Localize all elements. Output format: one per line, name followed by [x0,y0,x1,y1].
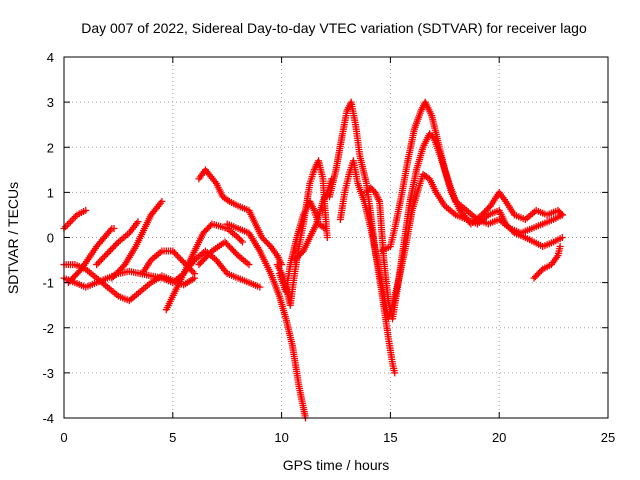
data-point [177,255,185,263]
series-track-1 [60,206,90,232]
y-tick-label: -3 [42,366,54,381]
series-track-13 [273,157,331,309]
data-point [100,253,108,261]
data-point [63,221,71,229]
data-point [233,250,241,258]
series-track-4 [64,224,118,287]
data-point [391,369,399,377]
x-tick-label: 25 [601,430,615,445]
data-point [65,219,73,227]
data-point [537,267,545,275]
data-point [170,249,178,257]
data-point [99,254,107,262]
data-point [113,240,121,248]
data-point [97,256,105,264]
data-point [256,283,264,291]
x-tick-label: 0 [60,430,67,445]
y-tick-label: 1 [47,185,54,200]
x-axis-label: GPS time / hours [283,457,390,473]
series-track-5 [93,218,142,269]
y-tick-label: -1 [42,276,54,291]
data-point [558,211,566,219]
series-track-11 [223,220,310,422]
series-track-9 [195,238,253,269]
data-point [108,244,116,252]
data-point [175,253,183,261]
x-tick-label: 5 [169,430,176,445]
series-track-14 [291,175,336,264]
y-tick-label: -4 [42,411,54,426]
series-track-17 [362,130,566,323]
data-point [189,268,197,276]
data-point [96,257,104,265]
data-point [134,218,142,226]
chart-title: Day 007 of 2022, Sidereal Day-to-day VTE… [81,20,587,36]
data-points [60,98,566,422]
data-point [158,197,166,205]
x-tick-label: 20 [492,430,506,445]
data-point [62,223,70,231]
x-tick-label: 15 [383,430,397,445]
data-point [106,226,114,234]
data-point [245,261,253,269]
y-tick-label: 2 [47,140,54,155]
data-point [237,237,245,245]
data-point [557,209,565,217]
series-track-10 [195,166,286,269]
data-point [178,257,186,265]
series-track-6 [108,197,166,282]
data-point [67,218,75,226]
y-tick-label: 3 [47,95,54,110]
data-point [323,234,331,241]
data-point [173,252,181,260]
x-tick-label: 10 [274,430,288,445]
y-tick-label: 4 [47,50,54,65]
data-point [94,259,102,267]
y-tick-label: -2 [42,321,54,336]
axis-ticks: 0 5 10 15 20 25 -4 -3 -2 -1 0 1 2 3 4 [42,50,615,445]
data-point [238,238,246,246]
data-point [110,224,118,232]
y-axis-label: SDTVAR / TECUs [5,182,21,294]
series-track-18 [378,98,566,255]
data-point [70,214,78,222]
data-point [172,250,180,258]
y-tick-label: 0 [47,231,54,246]
data-point [169,247,177,255]
data-point [82,206,90,214]
data-point [111,241,119,249]
data-point [110,243,118,251]
data-point [107,246,115,254]
data-point [93,261,101,269]
series-track-19 [530,243,564,282]
grid [64,57,608,418]
data-point [556,243,564,251]
data-point [187,266,195,274]
data-point [68,216,76,224]
data-point [104,249,112,257]
series-track-8 [162,220,246,314]
data-point [558,234,566,241]
data-point [102,251,110,259]
data-point [105,248,113,256]
data-point [191,270,199,278]
data-point [224,196,232,204]
series-track-7 [138,247,199,278]
